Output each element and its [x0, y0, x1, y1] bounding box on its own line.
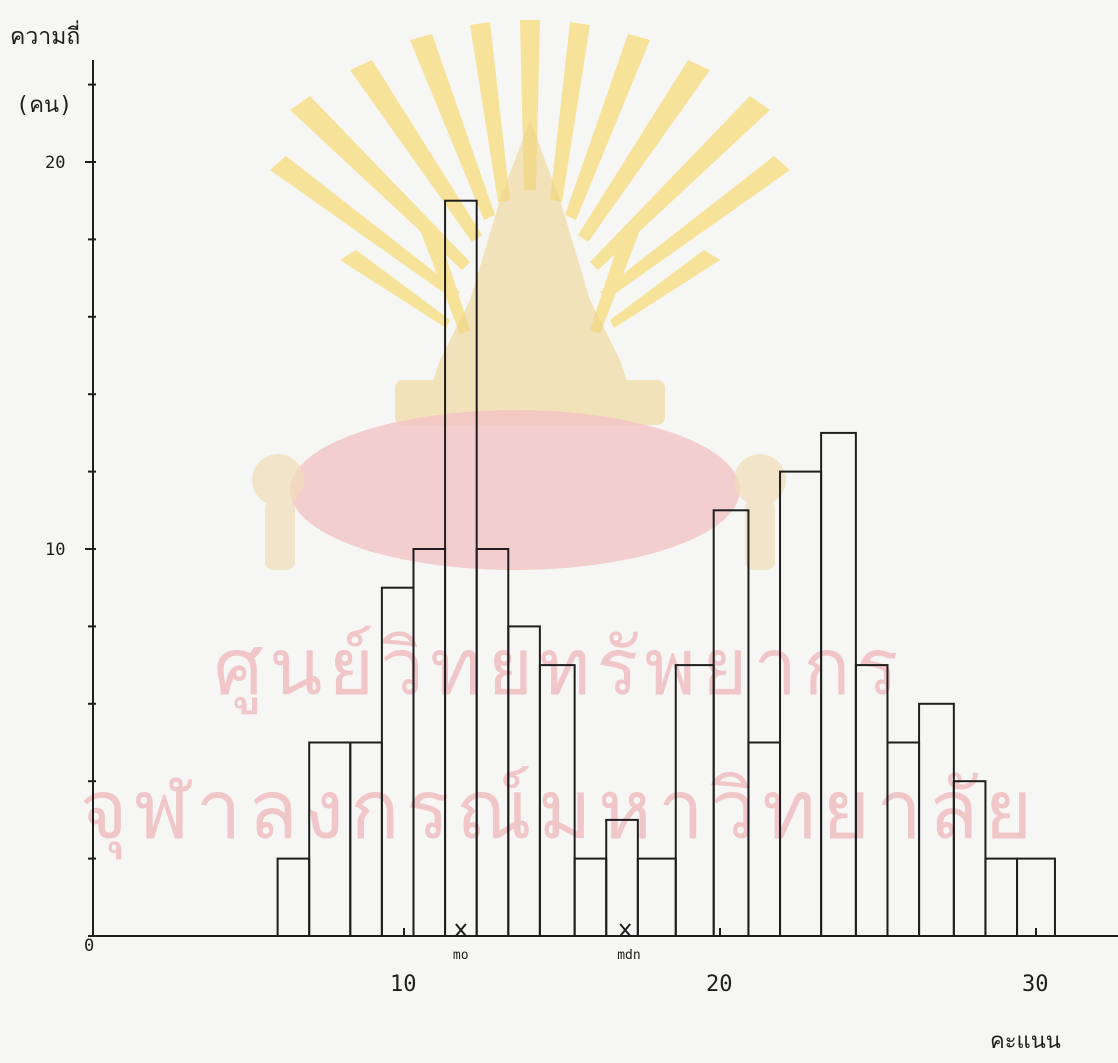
histogram-bar — [886, 741, 921, 937]
histogram-bars — [276, 199, 1056, 938]
histogram-bar — [918, 702, 955, 937]
histogram-bar — [444, 199, 478, 937]
annotation-label: mo — [453, 948, 469, 963]
annotation-marker — [619, 923, 631, 937]
x-tick-label: 30 — [1022, 972, 1049, 997]
origin-label: 0 — [84, 936, 94, 956]
histogram-bar — [308, 741, 352, 937]
x-tick-label: 20 — [706, 972, 733, 997]
histogram-bar — [952, 780, 987, 938]
watermark-text-line2: จุฬาลงกรณ์มหาวิทยาลัย — [79, 763, 1039, 858]
histogram-bar — [1016, 857, 1056, 937]
histogram-bar — [349, 741, 383, 937]
annotation-label: mdn — [617, 948, 640, 963]
chart-axes — [88, 60, 1118, 937]
histogram-bar — [854, 664, 889, 937]
histogram-bar — [779, 470, 823, 937]
histogram-bar — [276, 857, 311, 937]
x-axis-title: คะแนน — [990, 1029, 1061, 1054]
watermark-text-line1: ศูนย์วิทยทรัพยากร — [213, 623, 905, 713]
chart-annotations: mo mdn — [453, 923, 641, 963]
histogram-bar — [605, 818, 639, 938]
histogram-bar — [538, 664, 576, 937]
histogram-bar — [380, 586, 415, 937]
x-tick-label: 10 — [390, 972, 417, 997]
y-axis-title: ความถี่ — [10, 20, 80, 50]
axis-ticks: 10 20 10 20 30 — [45, 83, 1049, 997]
histogram-bar — [747, 741, 782, 937]
y-axis-unit: (คน) — [16, 93, 72, 118]
histogram-bar — [475, 548, 510, 937]
histogram-bar — [636, 857, 677, 937]
histogram-bar — [507, 625, 541, 938]
histogram-bar — [674, 664, 715, 937]
histogram-bar — [712, 509, 750, 937]
histogram-bar — [412, 548, 447, 937]
annotation-marker — [455, 923, 467, 937]
y-tick-label: 20 — [45, 153, 65, 173]
histogram-bar — [573, 857, 608, 937]
y-tick-label: 10 — [45, 540, 65, 560]
axis-labels: ความถี่ (คน) คะแนน 0 — [10, 20, 1061, 1054]
histogram-bar — [820, 431, 857, 937]
histogram-bar — [984, 857, 1019, 937]
